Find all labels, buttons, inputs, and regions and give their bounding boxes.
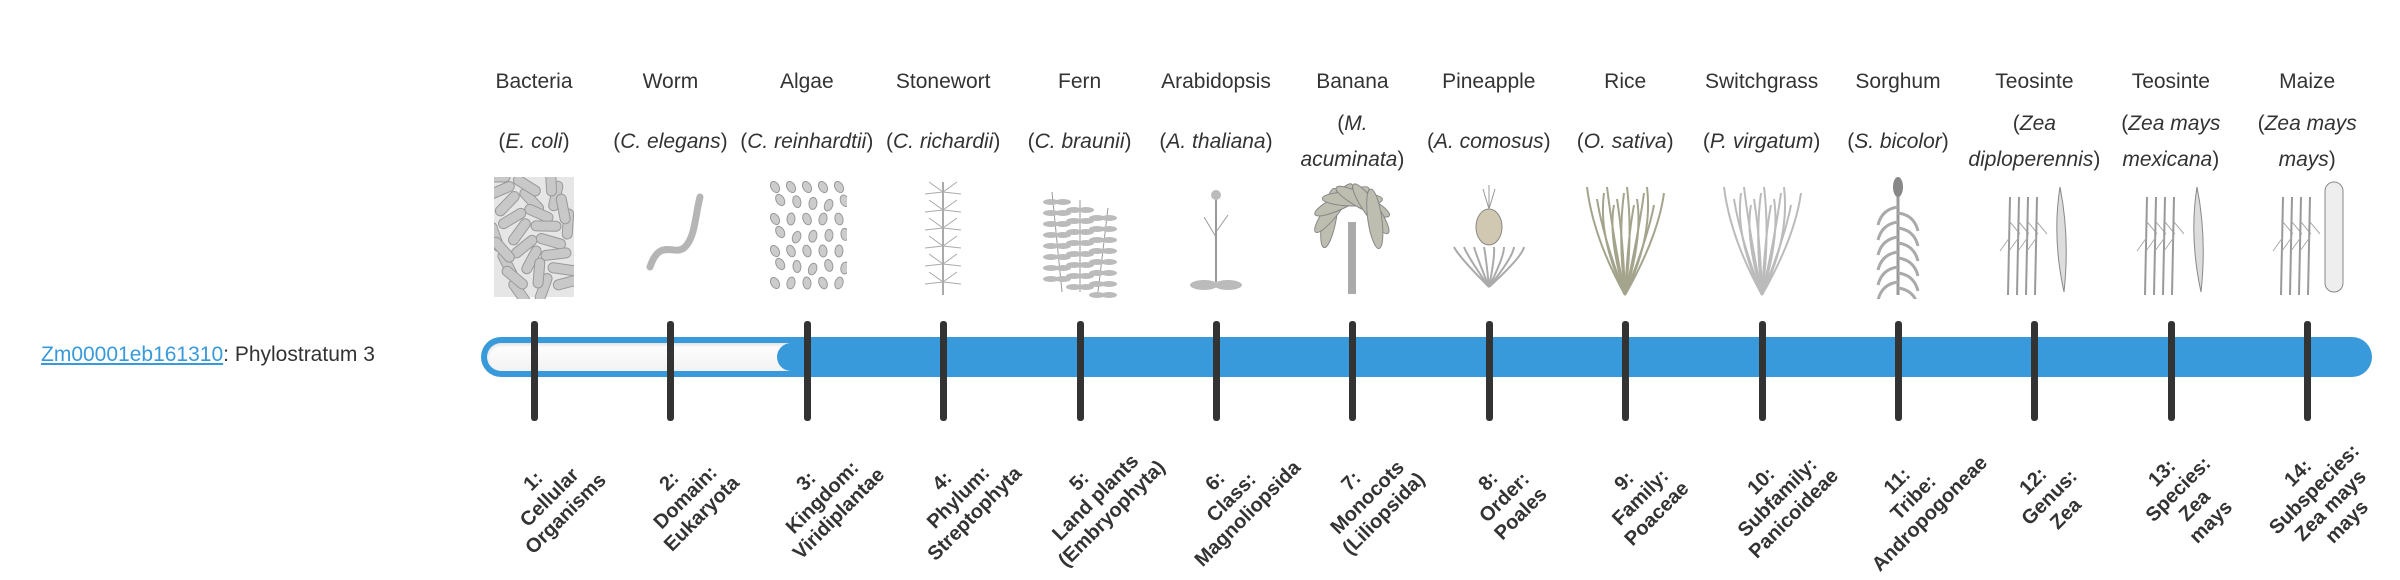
fern-icon [1010,177,1150,299]
maize-icon [2237,177,2377,299]
organism-scientific-name: Zea mays mays [2237,104,2377,180]
organism-scientific-name: A. comosus [1419,104,1559,180]
stratum-label: 10: Subfamily: Panicoideae [1712,432,1843,563]
stratum-label: 4: Phylum: Streptophyta [891,430,1027,566]
stratum-marker[interactable] [1622,321,1630,421]
bacteria-icon [464,177,604,299]
stonewort-icon [873,177,1013,299]
bar-fill [776,343,2366,371]
stratum-marker[interactable] [1485,321,1493,421]
scientific-name-text: C. elegans [613,124,727,160]
organism-scientific-name: S. bicolor [1828,104,1968,180]
stratum-label: 13: Species: Zea mays [2125,436,2248,559]
scientific-name-text: A. thaliana [1159,124,1272,160]
stratum-label: 8: Order: Poales [1458,451,1552,545]
scientific-name-text: C. braunii [1028,124,1132,160]
organism-common-name: Pineapple [1442,70,1536,93]
scientific-name-text: Zea diploperennis [1964,106,2104,178]
gene-link[interactable]: Zm00001eb161310 [41,343,224,366]
organism-scientific-name: Zea diploperennis [1964,104,2104,180]
stratum-marker[interactable] [1213,321,1220,421]
organism-common-name: Algae [779,70,834,93]
sorghum-icon [1828,177,1968,299]
algae-icon [737,177,877,299]
stratum-label: 6: Class: Magnoliopsida [1158,424,1306,572]
rice-icon [1555,177,1695,299]
organism-scientific-name: M. acuminata [1282,104,1422,180]
stratum-marker[interactable] [1895,321,1902,421]
stratum-marker[interactable] [803,321,811,421]
switchgrass-icon [1692,177,1832,299]
organism-common-name: Sorghum [1855,70,1941,93]
organism-common-name: Fern [1058,70,1102,93]
scientific-name-text: S. bicolor [1847,124,1949,160]
stratum-label: 12: Genus: Zea [2002,449,2100,547]
stratum-marker[interactable] [667,321,675,421]
organism-common-name: Teosinte [1995,70,2074,93]
scientific-name-text: C. richardii [886,124,1000,160]
organism-scientific-name: O. sativa [1555,104,1695,180]
stratum-marker[interactable] [940,321,948,421]
stratum-marker[interactable] [1076,321,1084,421]
separator: : [223,343,235,366]
scientific-name-text: P. virgatum [1703,124,1821,160]
organism-scientific-name: E. coli [464,104,604,180]
stratum-marker[interactable] [1758,321,1766,421]
organism-scientific-name: C. elegans [600,104,740,180]
organism-scientific-name: A. thaliana [1146,104,1286,180]
stratum-label: 9: Family: Poaceae [1588,445,1694,551]
organism-common-name: Rice [1604,70,1647,93]
stratum-marker[interactable] [2304,321,2312,421]
stratum-marker[interactable] [531,321,538,421]
stratum-marker[interactable] [2167,321,2175,421]
stratum-label: 11: Tribe: Andropogoneae [1835,419,1992,576]
organism-common-name: Maize [2279,70,2336,93]
organism-common-name: Worm [642,70,699,93]
gene-stratum-label: Zm00001eb161310: Phylostratum 3 [41,343,375,367]
organism-common-name: Bacteria [495,70,573,93]
banana-icon [1282,177,1422,299]
scientific-name-text: Zea mays mays [2237,106,2377,178]
organism-common-name: Teosinte [2131,70,2210,93]
bar-track [487,343,807,371]
stratum-marker[interactable] [1349,321,1357,421]
scientific-name-text: A. comosus [1427,124,1551,160]
scientific-name-text: Zea mays mexicana [2101,106,2241,178]
stratum-marker[interactable] [2031,321,2039,421]
stratum-label: 7: Monocots (Liliopsida) [1306,436,1430,560]
organism-scientific-name: C. richardii [873,104,1013,180]
organism-scientific-name: Zea mays mexicana [2101,104,2241,180]
teosinte-icon [1964,177,2104,299]
organism-scientific-name: C. braunii [1010,104,1150,180]
worm-icon [600,177,740,299]
phylostratum-text: Phylostratum 3 [234,343,375,366]
stratum-label: 14: Subspecies: Zea mays mays [2249,424,2397,572]
stratum-label: 2: Domain: Eukaryota [628,439,745,556]
stratum-label: 1: Cellular Organisms [489,437,612,560]
stratum-label: 5: Land plants (Embryophyta) [1021,424,1170,573]
organism-common-name: Banana [1316,70,1389,93]
arabidopsis-icon [1146,177,1286,299]
teosinte-icon [2101,177,2241,299]
scientific-name-text: O. sativa [1577,124,1674,160]
organism-scientific-name: C. reinhardtii [737,104,877,180]
organism-common-name: Stonewort [895,70,991,93]
organism-common-name: Arabidopsis [1161,70,1271,93]
scientific-name-text: M. acuminata [1282,106,1422,178]
organism-common-name: Switchgrass [1704,70,1819,93]
scientific-name-text: E. coli [498,124,569,160]
scientific-name-text: C. reinhardtii [740,124,873,160]
pineapple-icon [1419,177,1559,299]
stratum-label: 3: Kingdom: Viridiplantae [756,431,889,564]
organism-scientific-name: P. virgatum [1692,104,1832,180]
